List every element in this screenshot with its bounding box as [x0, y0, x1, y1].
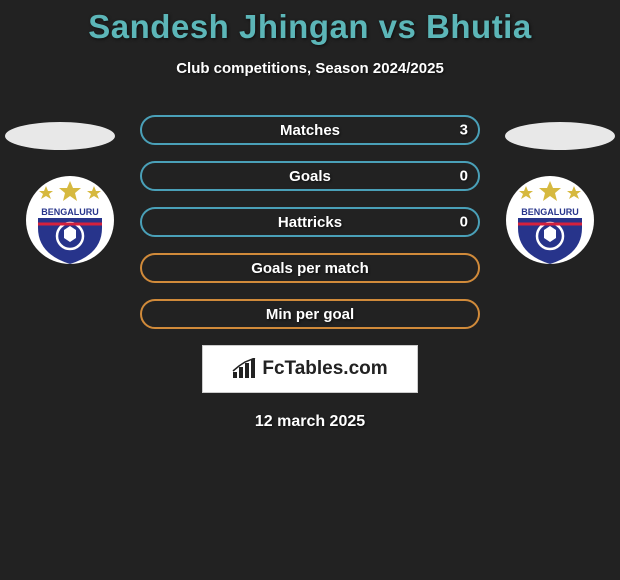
stat-right-value: 0: [460, 214, 468, 231]
stat-row-goals-per-match: Goals per match: [140, 253, 480, 283]
stats-container: Matches 3 Goals 0 Hattricks 0 Goals per …: [140, 115, 480, 329]
club-badge-right: BENGALURU: [500, 176, 600, 268]
page-title: Sandesh Jhingan vs Bhutia: [0, 0, 620, 46]
stat-row-matches: Matches 3: [140, 115, 480, 145]
source-logo-text: FcTables.com: [262, 358, 387, 380]
subtitle: Club competitions, Season 2024/2025: [0, 60, 620, 77]
stat-label: Matches: [280, 122, 340, 139]
stat-label: Goals per match: [251, 260, 369, 277]
club-badge-left: BENGALURU: [20, 176, 120, 268]
stat-right-value: 3: [460, 122, 468, 139]
svg-text:BENGALURU: BENGALURU: [41, 207, 99, 217]
player-photo-right: [505, 122, 615, 150]
svg-text:BENGALURU: BENGALURU: [521, 207, 579, 217]
stat-row-goals: Goals 0: [140, 161, 480, 191]
stat-label: Min per goal: [266, 306, 354, 323]
player-photo-left: [5, 122, 115, 150]
stat-label: Hattricks: [278, 214, 342, 231]
bar-chart-icon: [232, 358, 258, 380]
date-label: 12 march 2025: [0, 413, 620, 431]
stat-right-value: 0: [460, 168, 468, 185]
stat-row-min-per-goal: Min per goal: [140, 299, 480, 329]
stat-row-hattricks: Hattricks 0: [140, 207, 480, 237]
stat-label: Goals: [289, 168, 331, 185]
source-logo-box: FcTables.com: [202, 345, 418, 393]
